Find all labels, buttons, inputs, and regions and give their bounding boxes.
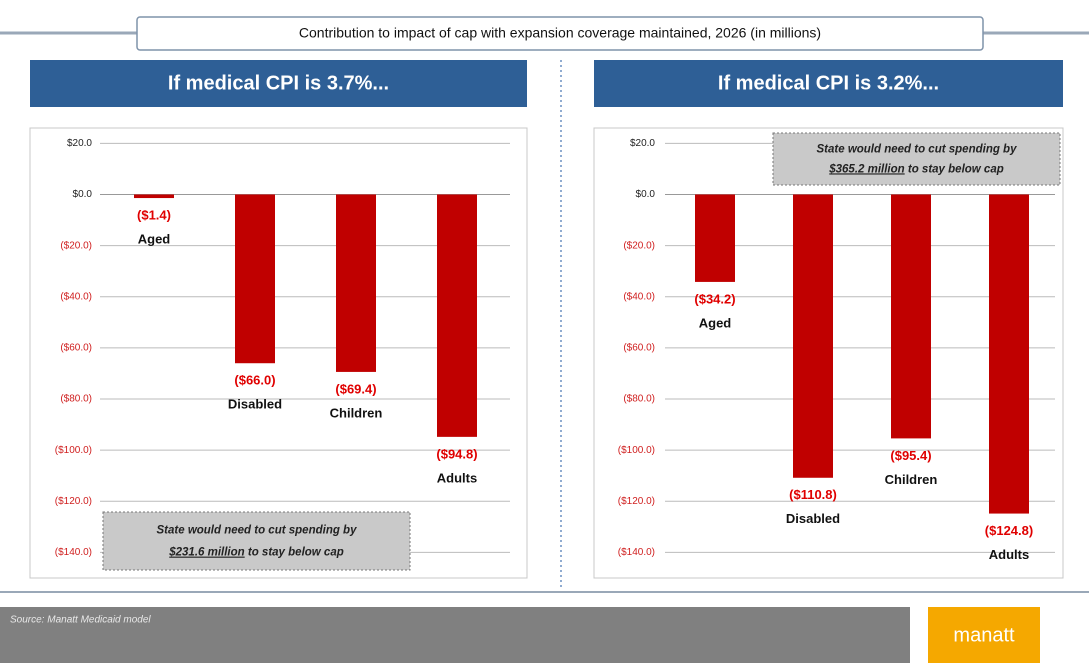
y-tick-label: ($20.0) — [60, 240, 92, 251]
category-label: Adults — [989, 547, 1029, 562]
category-label: Adults — [437, 470, 477, 485]
panel-header — [30, 60, 527, 107]
y-tick-label: ($80.0) — [623, 394, 655, 405]
value-label: ($1.4) — [137, 207, 171, 222]
value-label: ($110.8) — [789, 487, 837, 502]
y-tick-label: ($120.0) — [55, 496, 92, 507]
y-tick-label: $0.0 — [73, 189, 93, 200]
y-tick-label: ($100.0) — [618, 445, 655, 456]
callout-text: State would need to cut spending by — [817, 144, 1018, 156]
bar — [891, 194, 931, 439]
value-label: ($69.4) — [335, 381, 376, 396]
callout-box — [102, 511, 411, 571]
value-label: ($124.8) — [985, 523, 1033, 538]
callout-box — [772, 132, 1061, 186]
slide-title: Contribution to impact of cap with expan… — [299, 25, 821, 41]
value-label: ($95.4) — [890, 448, 931, 463]
chart-title: If medical CPI is 3.2%... — [718, 72, 939, 94]
category-label: Aged — [699, 315, 732, 330]
callout-amount: $365.2 million — [828, 163, 904, 175]
bar — [989, 194, 1029, 514]
category-label: Children — [330, 405, 383, 420]
footer-bar — [0, 607, 910, 663]
logo: manatt — [953, 624, 1015, 646]
y-tick-label: ($80.0) — [60, 394, 92, 405]
bar — [437, 194, 477, 437]
category-label: Children — [885, 472, 938, 487]
callout-text: to stay below cap — [905, 163, 1004, 175]
bar — [336, 194, 376, 372]
panel-header — [594, 60, 1063, 107]
callout-text: State would need to cut spending by — [157, 525, 358, 537]
callout-amount: $231.6 million — [168, 547, 244, 559]
value-label: ($66.0) — [234, 373, 275, 388]
bar — [793, 194, 833, 478]
bar — [695, 194, 735, 282]
title-box — [136, 16, 984, 51]
callout-text: $365.2 million to stay below cap — [828, 163, 1004, 175]
y-tick-label: ($60.0) — [623, 343, 655, 354]
bar — [134, 194, 174, 199]
y-tick-label: $20.0 — [67, 138, 92, 149]
logo-box — [928, 607, 1040, 663]
callout-text: to stay below cap — [245, 547, 344, 559]
y-tick-label: ($120.0) — [618, 496, 655, 507]
y-tick-label: ($40.0) — [623, 291, 655, 302]
value-label: ($34.2) — [694, 291, 735, 306]
source-note: Source: Manatt Medicaid model — [10, 615, 151, 626]
callout-text: $231.6 million to stay below cap — [168, 547, 344, 559]
category-label: Disabled — [786, 511, 840, 526]
y-tick-label: $0.0 — [636, 189, 656, 200]
y-tick-label: $20.0 — [630, 138, 655, 149]
y-tick-label: ($100.0) — [55, 445, 92, 456]
chart-title: If medical CPI is 3.7%... — [168, 72, 389, 94]
category-label: Disabled — [228, 397, 282, 412]
y-tick-label: ($140.0) — [618, 547, 655, 558]
y-tick-label: ($60.0) — [60, 343, 92, 354]
y-tick-label: ($40.0) — [60, 291, 92, 302]
y-tick-label: ($140.0) — [55, 547, 92, 558]
y-tick-label: ($20.0) — [623, 240, 655, 251]
value-label: ($94.8) — [436, 446, 477, 461]
bar — [235, 194, 275, 364]
category-label: Aged — [138, 231, 171, 246]
